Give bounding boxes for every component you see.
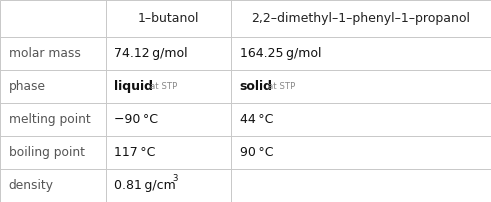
Text: 90 °C: 90 °C	[240, 146, 273, 159]
Text: at STP: at STP	[150, 82, 177, 91]
Text: 74.12 g/mol: 74.12 g/mol	[114, 47, 188, 60]
Text: at STP: at STP	[268, 82, 295, 91]
Text: −90 °C: −90 °C	[114, 113, 159, 126]
Text: boiling point: boiling point	[9, 146, 85, 159]
Text: liquid: liquid	[114, 80, 153, 93]
Text: density: density	[9, 179, 54, 192]
Text: melting point: melting point	[9, 113, 90, 126]
Text: solid: solid	[240, 80, 273, 93]
Text: 3: 3	[172, 174, 178, 183]
Text: phase: phase	[9, 80, 46, 93]
Text: 44 °C: 44 °C	[240, 113, 273, 126]
Text: 2,2–dimethyl–1–phenyl–1–propanol: 2,2–dimethyl–1–phenyl–1–propanol	[251, 12, 470, 25]
Text: 1–butanol: 1–butanol	[137, 12, 199, 25]
Text: 117 °C: 117 °C	[114, 146, 156, 159]
Text: molar mass: molar mass	[9, 47, 81, 60]
Text: 164.25 g/mol: 164.25 g/mol	[240, 47, 321, 60]
Text: 0.81 g/cm: 0.81 g/cm	[114, 179, 176, 192]
